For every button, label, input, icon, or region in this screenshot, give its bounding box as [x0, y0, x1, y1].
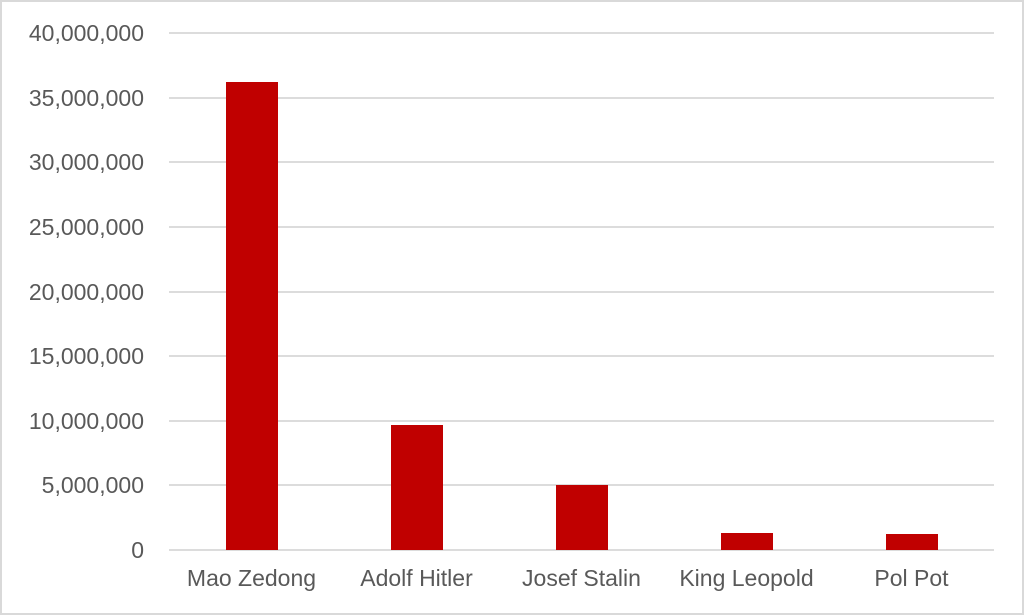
gridline	[169, 549, 994, 551]
y-axis-tick-label: 30,000,000	[28, 149, 144, 176]
x-axis-category-label: Josef Stalin	[522, 565, 641, 591]
gridline	[169, 161, 994, 164]
gridline	[169, 419, 994, 422]
gridline	[169, 32, 994, 34]
y-axis-tick-label: 25,000,000	[28, 213, 144, 240]
bar	[885, 534, 938, 550]
y-axis-tick-label: 5,000,000	[41, 472, 144, 499]
y-axis-tick-label: 15,000,000	[28, 343, 144, 370]
bar	[720, 533, 773, 550]
bar	[225, 82, 278, 550]
bar	[390, 424, 443, 550]
gridline	[169, 225, 994, 228]
y-axis-tick-label: 40,000,000	[28, 20, 144, 46]
y-axis-tick-label: 35,000,000	[28, 84, 144, 111]
x-axis-category-label: King Leopold	[679, 565, 814, 591]
x-axis-category-label: Mao Zedong	[186, 565, 317, 591]
y-axis-tick-label: 10,000,000	[28, 407, 144, 434]
x-axis-category-label: Adolf Hitler	[360, 565, 473, 591]
gridline	[169, 290, 994, 293]
y-axis-tick-label: 20,000,000	[28, 278, 144, 305]
bar	[555, 485, 608, 550]
gridline	[169, 96, 994, 99]
gridline	[169, 355, 994, 358]
x-axis-category-label: Pol Pot	[874, 565, 949, 591]
y-axis-tick-label: 0	[131, 537, 144, 563]
